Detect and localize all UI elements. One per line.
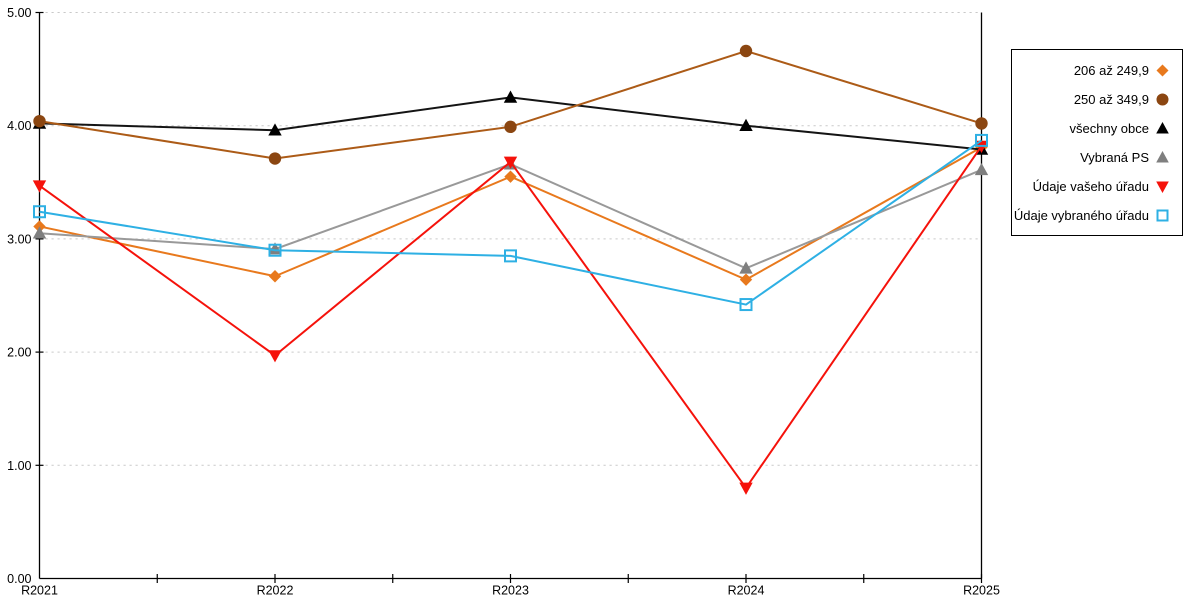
series-marker <box>504 120 517 134</box>
triangle-up-icon <box>1156 121 1169 133</box>
series-marker <box>975 117 988 130</box>
series-line <box>39 139 983 306</box>
legend-item: 250 až 349,9 <box>1012 86 1182 112</box>
legend-marker-shape <box>1156 121 1169 133</box>
y-tick-label: 5.00 <box>7 6 31 20</box>
legend-item: Vybraná PS <box>1012 144 1182 170</box>
legend-marker-shape <box>1156 181 1169 193</box>
legend-marker-shape <box>1156 64 1169 76</box>
series-marker <box>32 226 47 239</box>
series-marker <box>503 156 518 169</box>
series-marker <box>974 162 989 176</box>
series-marker <box>268 270 282 283</box>
series-marker <box>268 243 282 257</box>
series-line <box>38 145 983 490</box>
series-marker <box>268 123 282 136</box>
series-marker <box>268 350 282 363</box>
series-marker <box>739 273 753 286</box>
series-marker <box>739 44 753 58</box>
legend-marker-shape <box>1156 93 1169 105</box>
legend-item: 206 až 249,9 <box>1012 57 1182 83</box>
legend-item: Údaje vašeho úřadu <box>1012 173 1182 199</box>
series-marker <box>739 298 753 312</box>
series-marker <box>504 249 517 263</box>
series-marker <box>739 482 753 495</box>
series-marker <box>33 114 46 128</box>
legend: 206 až 249,9 250 až 349,9 všechny obce Vybr… <box>1011 49 1183 236</box>
diamond-icon <box>1156 64 1169 76</box>
legend-item-label: Vybraná PS <box>1080 149 1149 165</box>
circle-icon <box>1156 93 1169 105</box>
series-marker <box>503 90 518 103</box>
x-tick-label: R2023 <box>492 584 529 598</box>
y-tick-label: 1.00 <box>7 459 31 473</box>
y-tick-label: 2.00 <box>7 346 31 360</box>
x-tick-label: R2025 <box>963 584 1000 598</box>
y-tick-label: 3.00 <box>7 232 31 246</box>
legend-item-label: 206 až 249,9 <box>1073 62 1149 78</box>
legend-marker-shape <box>1156 150 1169 162</box>
triangle-down-icon <box>1156 181 1169 193</box>
triangle-up-icon <box>1156 150 1169 162</box>
series-marker <box>33 205 46 219</box>
legend-marker-shape <box>1156 209 1169 221</box>
x-tick-label: R2021 <box>21 584 58 598</box>
series-line <box>39 49 982 160</box>
series-marker <box>268 152 282 165</box>
series-marker <box>32 180 47 193</box>
legend-item-label: Údaje vybraného úřadu <box>1013 207 1149 223</box>
y-tick-label: 4.00 <box>7 119 31 133</box>
series-marker <box>975 133 988 147</box>
y-tick-label: 0.00 <box>7 572 31 586</box>
x-tick-label: R2024 <box>728 584 765 598</box>
legend-item-label: Údaje vašeho úřadu <box>1032 178 1149 194</box>
series-marker <box>739 118 753 131</box>
legend-item-label: 250 až 349,9 <box>1073 91 1149 107</box>
legend-item: Údaje vybraného úřadu <box>1012 202 1182 228</box>
square-open-icon <box>1156 209 1169 221</box>
x-tick-label: R2022 <box>257 584 294 598</box>
series-marker <box>739 261 753 274</box>
legend-item: všechny obce <box>1012 115 1182 141</box>
series-marker <box>268 242 282 255</box>
series-marker <box>504 170 517 183</box>
legend-item-label: všechny obce <box>1069 120 1150 136</box>
